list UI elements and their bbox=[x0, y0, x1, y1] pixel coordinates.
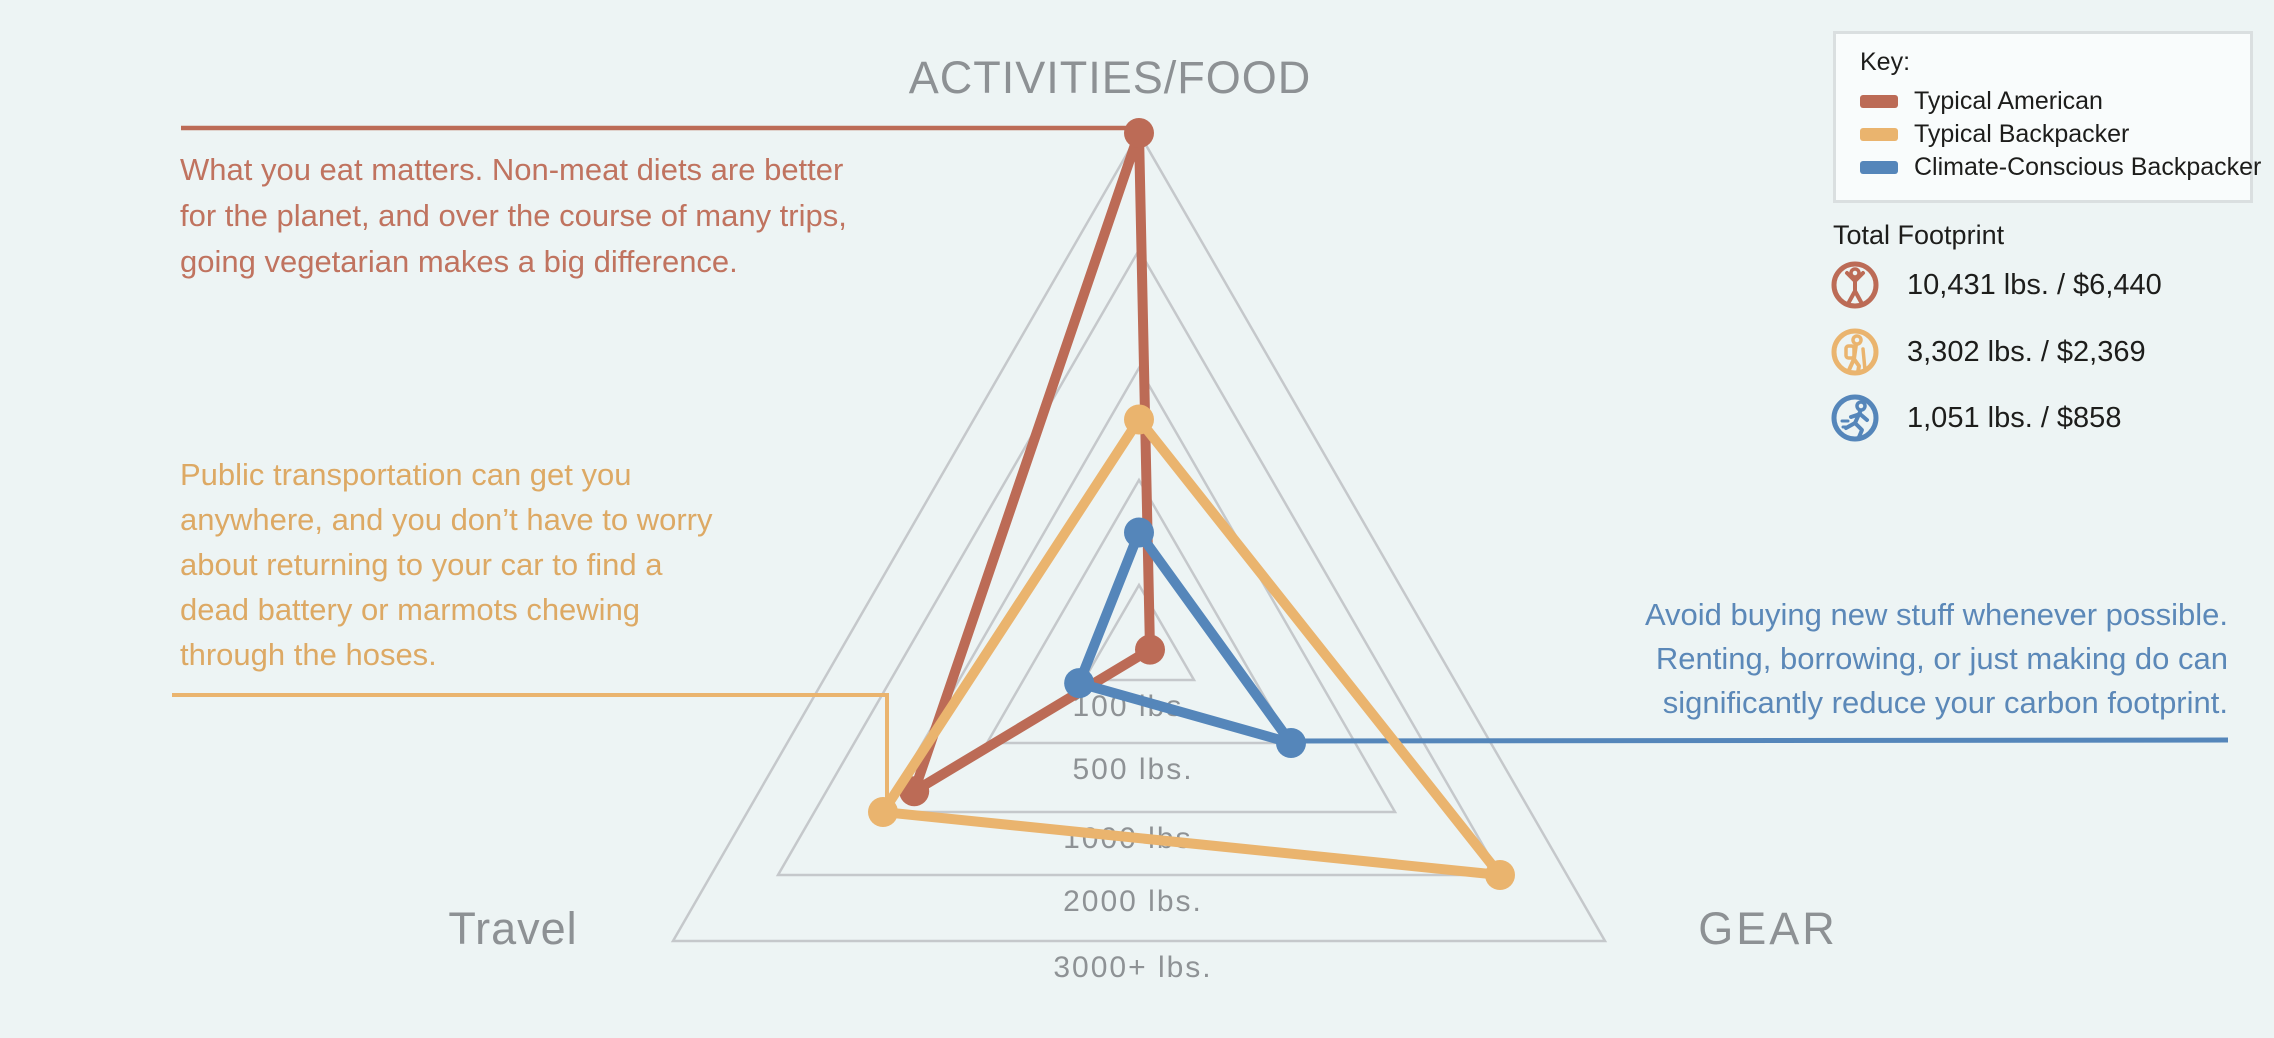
annotation-travel: Public transportation can get you anywhe… bbox=[180, 457, 713, 672]
grid-ring bbox=[1081, 582, 1197, 682]
series-polygon bbox=[878, 414, 1505, 880]
grid-ring bbox=[880, 365, 1398, 814]
total-row-typical-backpacker: 3,302 lbs. / $2,369 bbox=[1831, 328, 2146, 376]
data-point-dot bbox=[1124, 118, 1154, 148]
grid-ring bbox=[670, 130, 1608, 943]
legend-swatch-typical-american bbox=[1860, 95, 1898, 108]
data-point-dot bbox=[1135, 634, 1165, 665]
runner-icon bbox=[1831, 394, 1879, 442]
series-climate-conscious-backpacker bbox=[1064, 517, 1306, 758]
callout-line-travel bbox=[172, 693, 889, 804]
legend-item-typical-backpacker: Typical Backpacker bbox=[1860, 118, 2250, 151]
axis-label-gear: GEAR bbox=[1698, 903, 1838, 954]
data-point-dot bbox=[1124, 517, 1154, 548]
grid-ring bbox=[775, 247, 1503, 877]
legend-swatch-climate-conscious-backpacker bbox=[1860, 161, 1898, 174]
legend-item-climate-conscious-backpacker: Climate-Conscious Backpacker bbox=[1860, 151, 2261, 184]
annotation-food: What you eat matters. Non-meat diets are… bbox=[180, 152, 847, 279]
hiker-icon bbox=[1831, 328, 1879, 376]
legend-item-label: Typical Backpacker bbox=[1914, 120, 2130, 148]
total-footprint-title: Total Footprint bbox=[1833, 220, 2005, 250]
legend-swatch-typical-backpacker bbox=[1860, 128, 1898, 141]
total-row-typical-american: 10,431 lbs. / $6,440 bbox=[1831, 261, 2162, 309]
data-series bbox=[868, 118, 1515, 890]
axis-label-activities-food: ACTIVITIES/FOOD bbox=[908, 52, 1312, 103]
legend-key-box: Key: Typical American Typical Backpacker… bbox=[1833, 31, 2261, 203]
legend-item-label: Climate-Conscious Backpacker bbox=[1914, 153, 2262, 181]
legend-title: Key: bbox=[1860, 48, 1911, 76]
series-polygon bbox=[1074, 527, 1296, 748]
radar-grid bbox=[670, 130, 1608, 943]
data-point-dot bbox=[1276, 728, 1306, 758]
series-polygon bbox=[909, 128, 1155, 797]
ring-tick-label: 2000 lbs. bbox=[1063, 885, 1203, 918]
person-arms-raised-icon bbox=[1831, 261, 1879, 309]
total-value: 10,431 lbs. / $6,440 bbox=[1907, 268, 2162, 301]
total-value: 3,302 lbs. / $2,369 bbox=[1907, 335, 2146, 368]
data-point-dot bbox=[868, 797, 898, 827]
series-typical-backpacker bbox=[868, 404, 1515, 890]
callout-line-gear bbox=[1290, 737, 2229, 744]
data-point-dot bbox=[1124, 404, 1154, 435]
annotation-gear: Avoid buying new stuff whenever possible… bbox=[1644, 597, 2228, 720]
data-point-dot bbox=[1485, 860, 1515, 890]
annotation-callout-lines bbox=[172, 125, 2229, 804]
legend-item-label: Typical American bbox=[1914, 87, 2103, 115]
data-point-dot bbox=[1064, 668, 1095, 699]
legend-item-typical-american: Typical American bbox=[1860, 85, 2250, 118]
ring-tick-label: 500 lbs. bbox=[1072, 753, 1193, 786]
total-value: 1,051 lbs. / $858 bbox=[1907, 401, 2122, 434]
ring-tick-label: 3000+ lbs. bbox=[1053, 951, 1212, 984]
total-row-climate-conscious-backpacker: 1,051 lbs. / $858 bbox=[1831, 394, 2121, 442]
axis-label-travel: Travel bbox=[448, 903, 578, 954]
grid-ring bbox=[984, 477, 1294, 745]
